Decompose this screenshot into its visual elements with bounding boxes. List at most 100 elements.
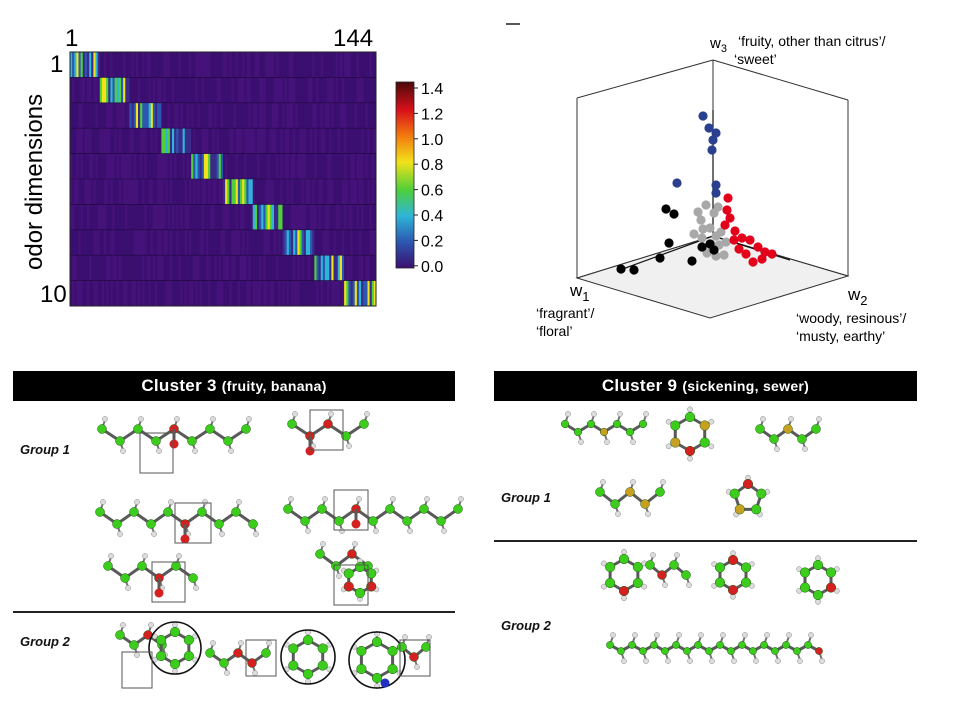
heatmap-cell xyxy=(337,255,341,281)
heatmap-cell xyxy=(118,280,122,306)
heatmap-cell xyxy=(269,179,273,205)
heatmap-cell xyxy=(282,77,285,103)
heatmap-cell xyxy=(82,179,86,205)
heatmap-cell xyxy=(76,280,79,306)
heatmap-cell xyxy=(325,179,328,205)
heatmap-cell xyxy=(365,280,368,306)
heatmap-cell xyxy=(329,280,332,306)
heatmap-cell xyxy=(363,229,366,256)
heatmap-cell xyxy=(123,52,126,78)
heatmap-cell xyxy=(99,128,103,154)
heatmap-cell xyxy=(278,179,281,205)
heatmap-cell xyxy=(142,128,145,154)
heatmap-cell xyxy=(316,128,319,154)
heatmap-cell xyxy=(127,255,130,281)
heatmap-cell xyxy=(359,153,362,179)
highlight-box xyxy=(151,561,186,603)
heatmap-cell xyxy=(159,255,162,281)
heatmap-cell xyxy=(348,153,351,179)
heatmap-cell xyxy=(269,280,273,306)
heatmap-cell xyxy=(123,280,126,306)
molecule xyxy=(755,416,822,452)
heatmap-cell xyxy=(369,77,373,103)
heatmap-cell xyxy=(163,204,166,230)
heatmap-cell xyxy=(271,280,275,306)
heatmap-cell xyxy=(367,77,370,103)
heatmap-cell xyxy=(293,102,296,129)
heatmap-cell xyxy=(189,229,192,256)
heatmap-cell xyxy=(189,280,192,306)
heatmap-cell xyxy=(114,280,118,306)
heatmap-cell xyxy=(114,204,118,230)
heatmap-cell xyxy=(203,255,207,281)
heatmap-cell xyxy=(250,204,254,230)
heatmap-cell xyxy=(89,179,92,205)
heatmap-cell xyxy=(286,255,290,281)
molecule xyxy=(645,552,692,588)
heatmap-cell xyxy=(308,77,311,103)
heatmap-cell xyxy=(316,52,319,78)
heatmap-cell xyxy=(293,128,296,154)
heatmap-cell xyxy=(371,77,375,103)
heatmap-cell xyxy=(246,255,249,281)
heatmap-cell xyxy=(327,280,330,306)
heatmap-cell xyxy=(82,229,86,256)
heatmap-cell xyxy=(138,102,141,129)
heatmap-cell xyxy=(87,280,90,306)
heatmap-cell xyxy=(163,153,166,179)
heatmap-cell xyxy=(359,280,362,306)
heatmap-cell xyxy=(146,204,149,230)
heatmap-cell xyxy=(91,77,94,103)
heatmap-cell xyxy=(240,229,243,256)
heatmap-cell xyxy=(274,280,277,306)
heatmap-cell xyxy=(218,280,222,306)
heatmap-cell xyxy=(146,128,149,154)
heatmap-cell xyxy=(108,229,111,256)
heatmap-cell xyxy=(286,77,290,103)
scatter-point xyxy=(672,178,682,188)
heatmap-cell xyxy=(182,204,186,230)
heatmap-cell xyxy=(176,128,179,154)
heatmap-cell xyxy=(329,255,332,281)
heatmap-cell xyxy=(218,77,222,103)
heatmap-cell xyxy=(212,280,215,306)
heatmap-cell xyxy=(104,153,107,179)
heatmap-cell xyxy=(312,204,315,230)
cluster3-molecules xyxy=(95,409,464,689)
heatmap-cell xyxy=(214,102,217,129)
heatmap-cell xyxy=(101,52,105,78)
heatmap-cell xyxy=(197,255,200,281)
highlight-circle xyxy=(280,629,336,685)
heatmap-cell xyxy=(159,102,162,129)
heatmap-cell xyxy=(367,229,370,256)
heatmap-cell xyxy=(123,179,126,205)
heatmap-cell xyxy=(280,179,283,205)
heatmap-cell xyxy=(339,204,343,230)
heatmap-cell xyxy=(127,153,130,179)
heatmap-cell xyxy=(248,153,251,179)
heatmap-cell xyxy=(159,52,162,78)
heatmap-cell xyxy=(116,255,120,281)
heatmap-cell xyxy=(199,52,203,78)
heatmap-cell xyxy=(267,77,271,103)
heatmap-cell xyxy=(206,204,209,230)
heatmap-cell xyxy=(263,77,266,103)
heatmap-cell xyxy=(244,77,247,103)
heatmap-cell xyxy=(346,179,349,205)
heatmap-cell xyxy=(329,179,332,205)
heatmap-cell xyxy=(259,128,262,154)
heatmap-cell xyxy=(172,229,175,256)
heatmap-cell xyxy=(199,102,203,129)
heatmap-cell xyxy=(125,153,128,179)
heatmap-cell xyxy=(93,179,96,205)
heatmap-cell xyxy=(359,102,362,129)
heatmap-cell xyxy=(331,255,334,281)
heatmap-cell xyxy=(80,52,84,78)
heatmap-cell xyxy=(150,255,154,281)
heatmap-cell xyxy=(223,128,226,154)
heatmap-cell xyxy=(231,153,234,179)
heatmap-cell xyxy=(140,204,143,230)
heatmap-cell xyxy=(169,204,173,230)
heatmap-cell xyxy=(80,128,84,154)
heatmap-cell xyxy=(178,229,181,256)
